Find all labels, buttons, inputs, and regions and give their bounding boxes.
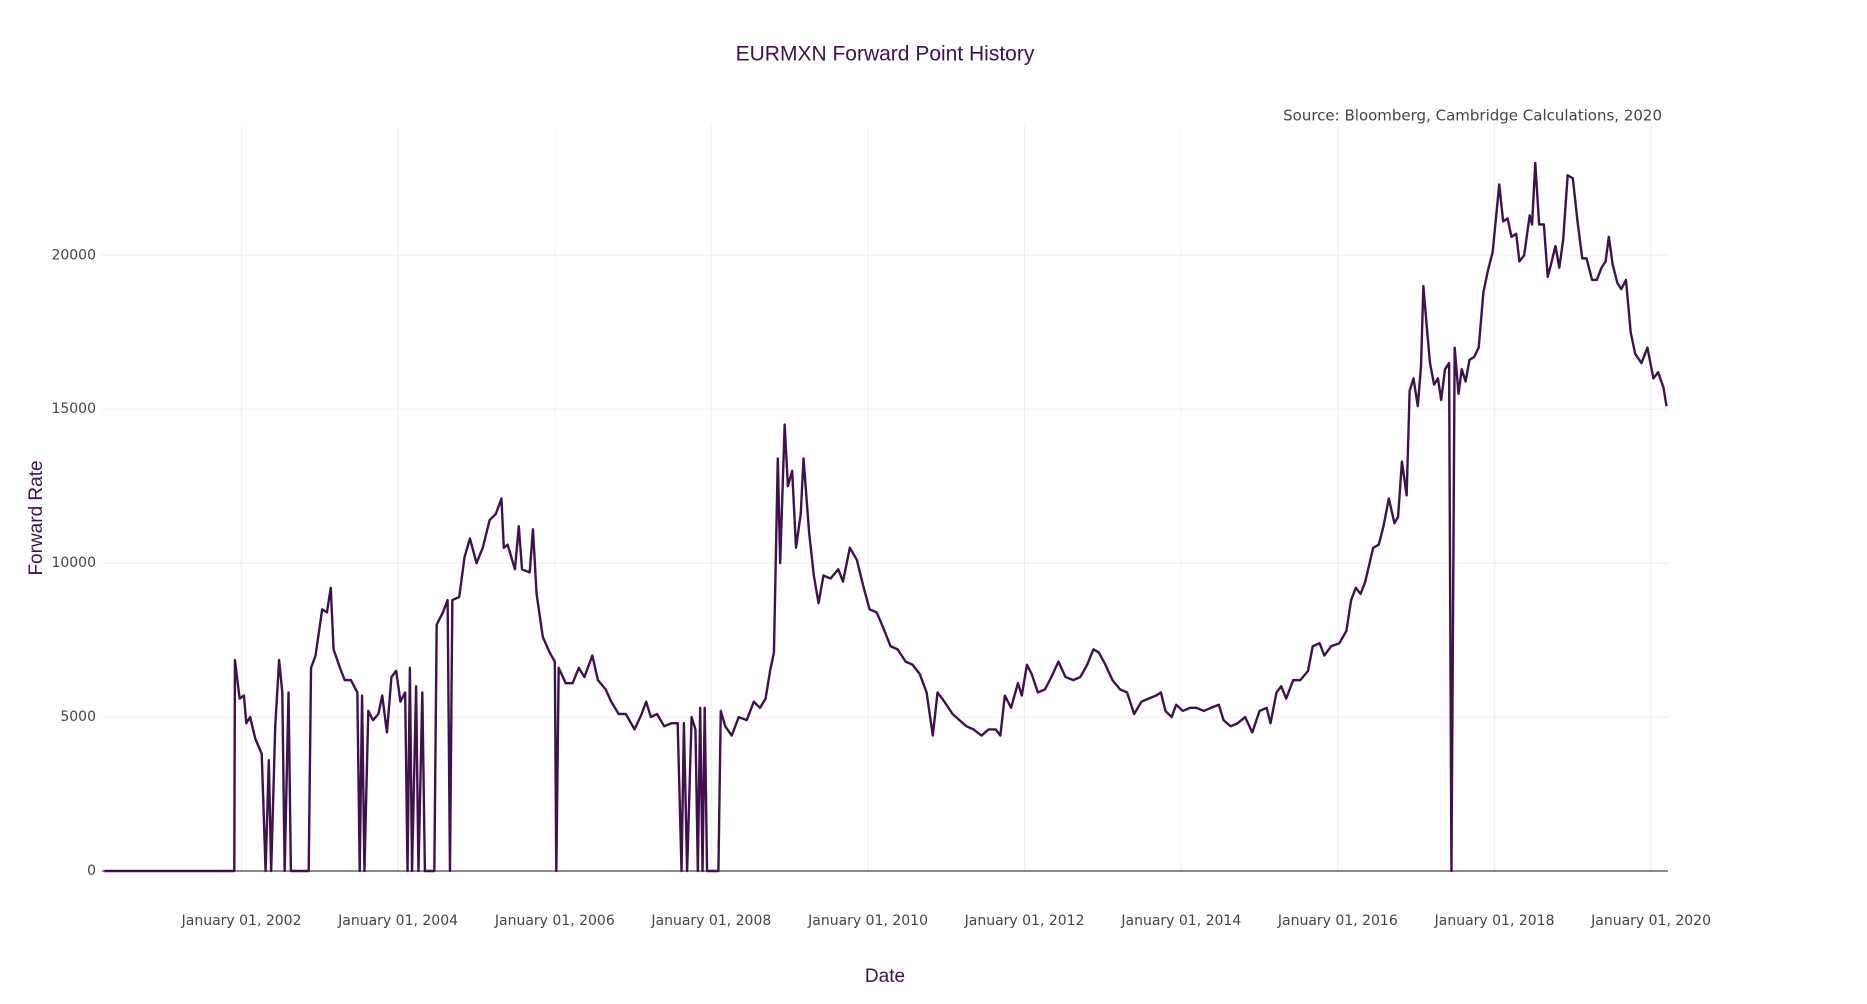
chart-title: EURMXN Forward Point History [736,43,1035,66]
x-tick-label: January 01, 2002 [181,913,302,929]
y-tick-label: 20000 [51,247,96,263]
x-tick-label: January 01, 2010 [807,913,928,929]
x-tick-label: January 01, 2018 [1434,913,1555,929]
x-tick-label: January 01, 2016 [1277,913,1398,929]
x-tick-label: January 01, 2020 [1590,913,1711,929]
y-tick-label: 5000 [60,709,96,725]
data-line [104,161,1668,873]
x-axis-title: Date [865,966,905,987]
source-note: Source: Bloomberg, Cambridge Calculation… [1283,107,1662,125]
y-tick-label: 10000 [51,555,96,571]
x-tick-label: January 01, 2008 [650,913,771,929]
x-tick-label: January 01, 2014 [1120,913,1241,929]
x-tick-label: January 01, 2004 [337,913,458,929]
x-tick-label: January 01, 2006 [494,913,615,929]
y-tick-label: 15000 [51,401,96,417]
y-axis-title: Forward Rate [26,460,47,575]
x-tick-label: January 01, 2012 [964,913,1085,929]
y-tick-label: 0 [87,863,96,879]
